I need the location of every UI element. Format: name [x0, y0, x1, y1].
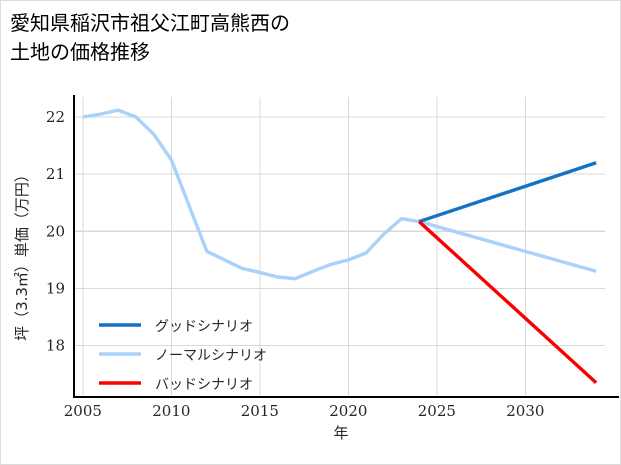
legend-label: ノーマルシナリオ	[155, 348, 267, 364]
y-tick-label: 20	[46, 222, 65, 240]
x-tick-label: 2030	[506, 402, 544, 420]
x-tick-label: 2020	[329, 402, 367, 420]
x-tick-label: 2005	[64, 402, 102, 420]
series-line-bad	[418, 220, 598, 384]
legend-label: バッドシナリオ	[155, 377, 253, 393]
x-tick-label: 2015	[241, 402, 279, 420]
axis-spines	[72, 95, 619, 399]
legend-label: グッドシナリオ	[155, 319, 253, 335]
y-tick-label: 19	[46, 279, 65, 297]
x-tick-label: 2010	[152, 402, 190, 420]
x-axis-tick-labels: 2005 2010 2015 2020 2025 2030	[64, 402, 545, 420]
y-tick-label: 18	[46, 337, 65, 355]
y-tick-label: 22	[46, 108, 65, 126]
x-tick-label: 2025	[418, 402, 456, 420]
gridlines	[74, 97, 605, 397]
x-axis-title: 年	[333, 424, 348, 442]
data-series-lines	[82, 108, 598, 384]
series-line-good	[418, 161, 597, 224]
y-tick-label: 21	[46, 165, 65, 183]
y-axis-title: 坪（3.3㎡）単価（万円）	[13, 167, 31, 341]
y-axis-tick-labels: 18 19 20 21 22	[46, 108, 65, 355]
page-title: 愛知県稲沢市祖父江町高熊西の 土地の価格推移	[10, 11, 290, 64]
series-line-normal	[82, 108, 597, 281]
